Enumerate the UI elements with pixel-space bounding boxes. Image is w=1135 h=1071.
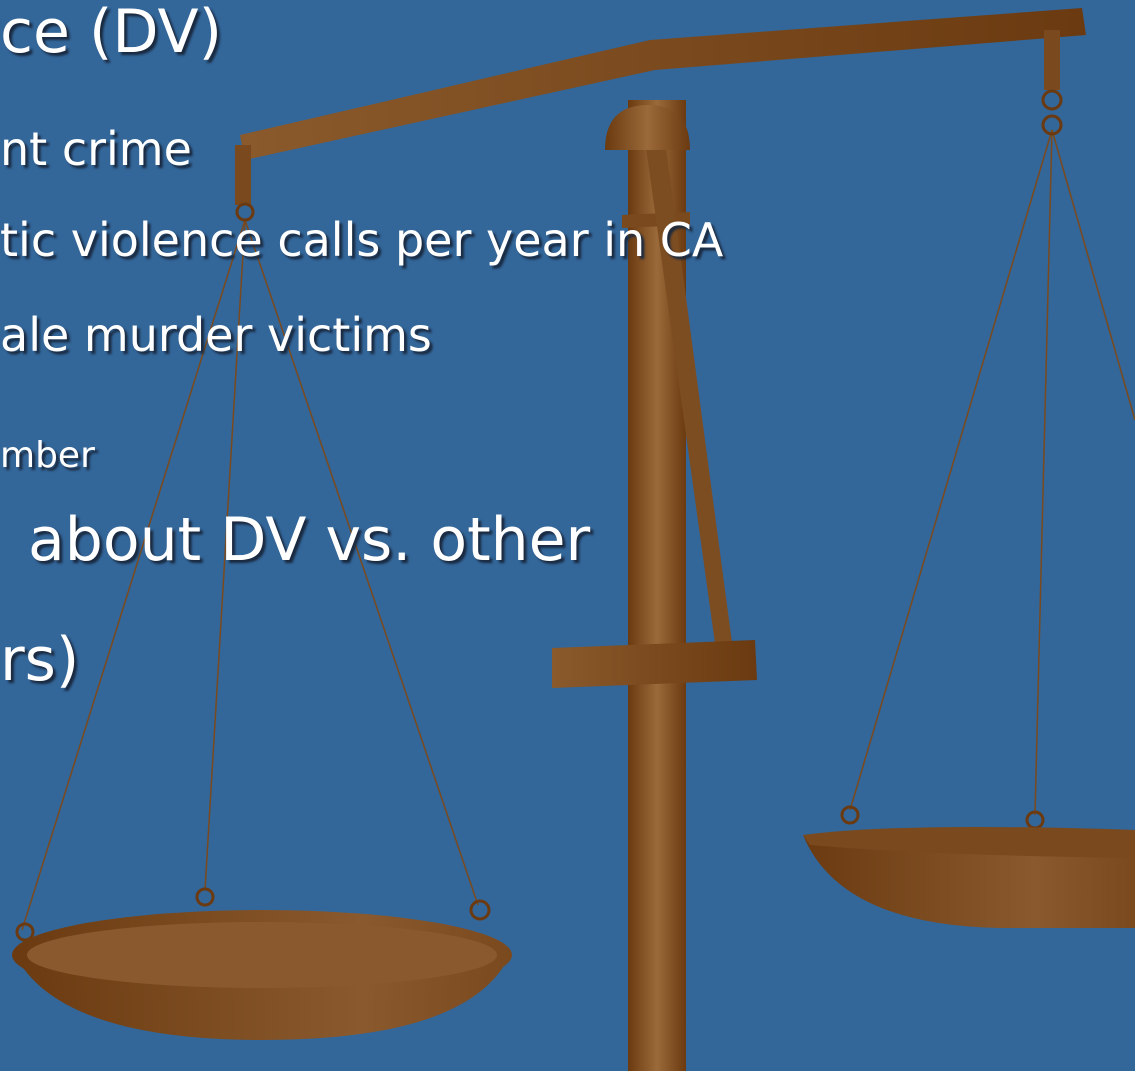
- left-hanger: [235, 145, 251, 205]
- slide: ce (DV) nt crime tic violence calls per …: [0, 0, 1135, 1071]
- bullet-text: nt crime: [0, 126, 192, 172]
- bullet-text: ale murder victims: [0, 312, 432, 358]
- bullet-text: ce (DV): [0, 2, 222, 62]
- right-hanger: [1044, 30, 1060, 90]
- bullet-text: rs): [0, 630, 79, 690]
- left-pan-inner: [27, 922, 497, 988]
- bullet-text: mber: [0, 438, 95, 474]
- bullet-text: about DV vs. other: [28, 510, 590, 570]
- bullet-text: tic violence calls per year in CA: [0, 217, 723, 263]
- pointer-base: [552, 640, 757, 688]
